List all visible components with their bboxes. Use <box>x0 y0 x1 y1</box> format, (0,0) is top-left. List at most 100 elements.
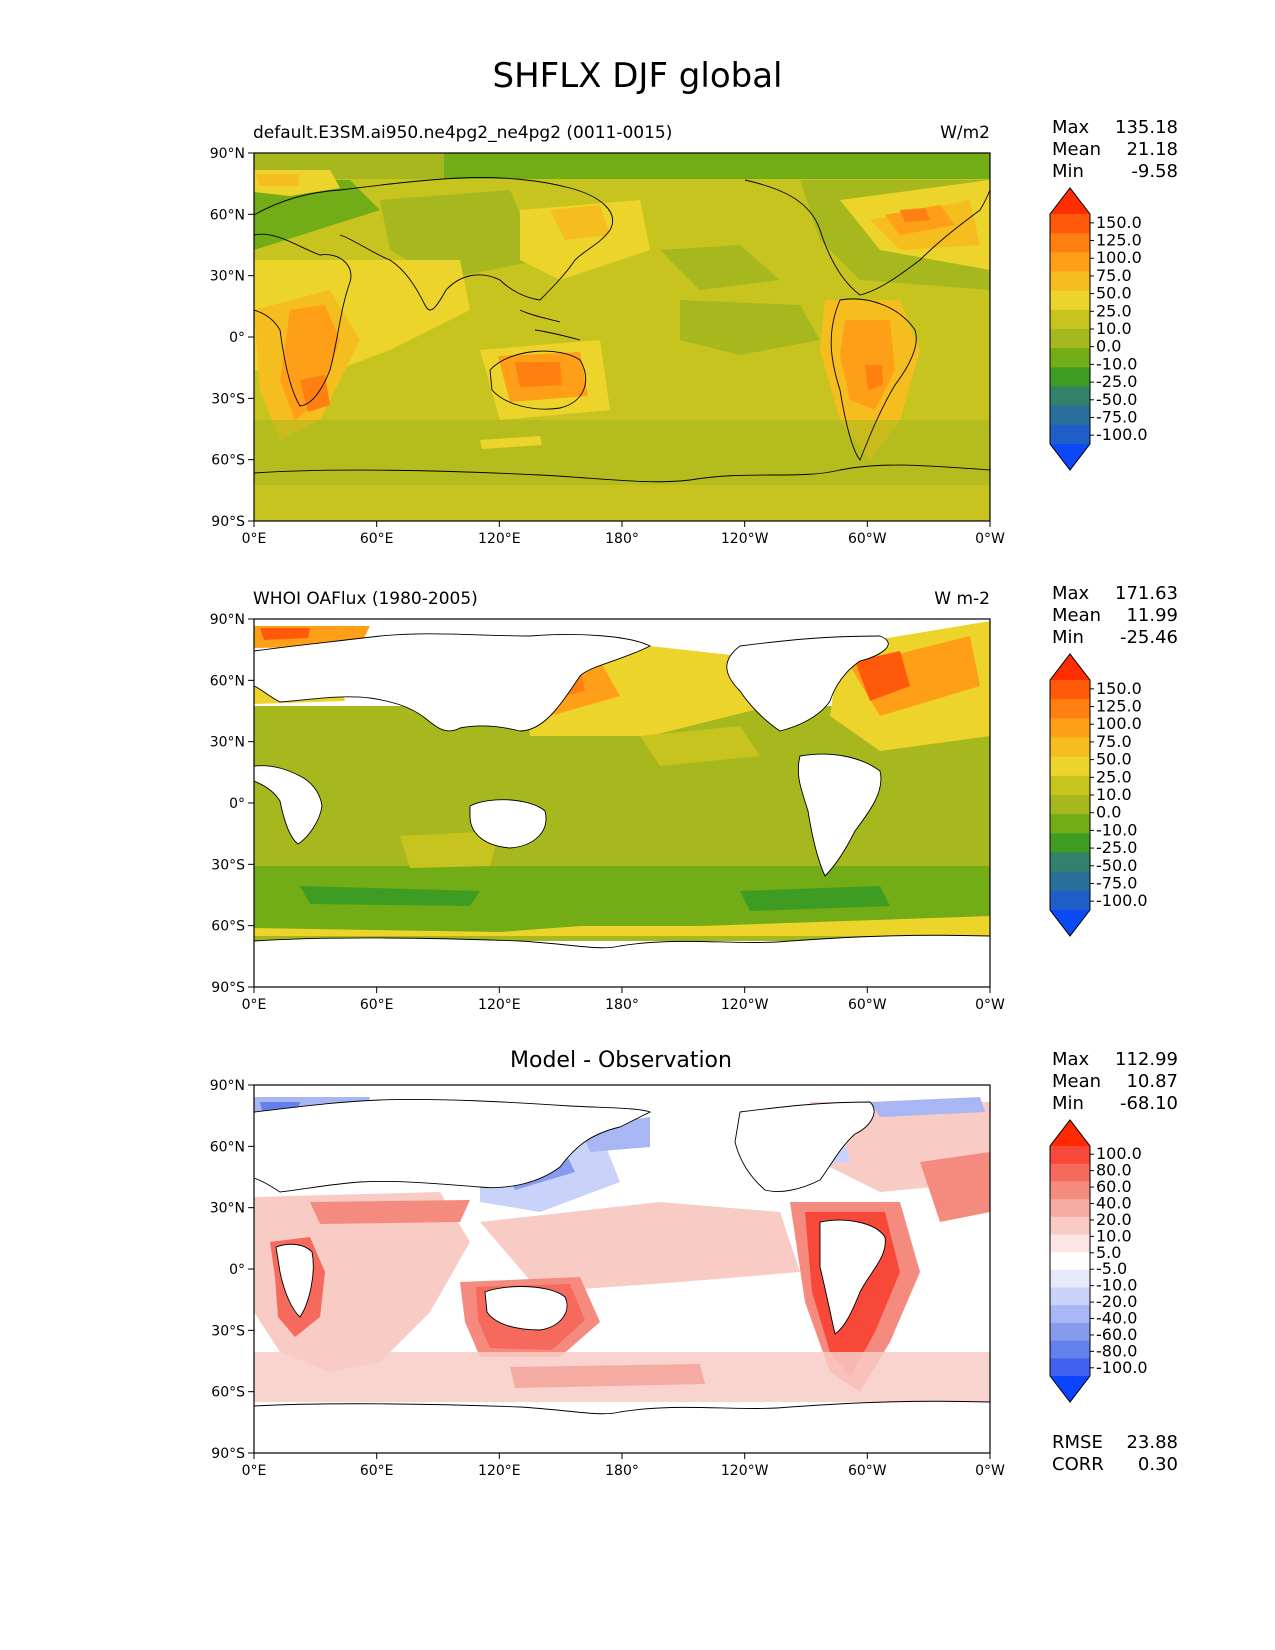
panel-1-coast-maritime-continent <box>519 309 581 341</box>
lon-tick-label: 0°W <box>975 1463 1005 1479</box>
lat-tick-label: 30°S <box>211 857 245 873</box>
panel-1-colorbar-svg: 150.0125.0100.075.050.025.010.00.0-10.0-… <box>1049 187 1148 471</box>
colorbar-segment <box>1050 814 1090 834</box>
lat-tick-label: 60°S <box>211 919 245 935</box>
colorbar-outline <box>1049 653 1091 937</box>
colorbar-segment <box>1050 890 1090 911</box>
colorbar-tick-label: 80.0 <box>1096 1161 1132 1180</box>
panel-1-europe-green <box>254 180 380 250</box>
panel-2-colorbar-svg: 150.0125.0100.075.050.025.010.00.0-10.0-… <box>1049 653 1148 937</box>
panel-1-asia-olive <box>380 190 540 280</box>
panel-1-south-america-core <box>865 365 883 390</box>
panel-2-min-label: Min <box>1052 627 1084 648</box>
colorbar-segment <box>1050 1181 1090 1200</box>
colorbar-segment <box>1050 367 1090 387</box>
panel-2-land-eurasia <box>253 633 652 732</box>
colorbar-segment <box>1050 1163 1090 1182</box>
colorbar-tick-label: 60.0 <box>1096 1177 1132 1196</box>
lon-tick-label: 120°E <box>478 1463 521 1479</box>
colorbar-segment <box>1050 348 1090 368</box>
colorbar-tick-label: 75.0 <box>1096 732 1132 751</box>
colorbar-segment <box>1050 1234 1090 1253</box>
panel-2-axis-ticks: 90°N 60°N 30°N 0° 30°S 60°S 90°S0°E 60°E 120°E 18… <box>210 612 1005 1013</box>
lon-tick-label: 0°W <box>975 997 1005 1013</box>
lat-tick-label: 0° <box>229 330 245 346</box>
lon-tick-label: 60°W <box>848 997 887 1013</box>
colorbar-segment <box>1050 1146 1090 1165</box>
colorbar-tick-label: 100.0 <box>1096 1144 1142 1163</box>
panel-2-min-value: -25.46 <box>1119 627 1178 648</box>
panel-3-land <box>253 1099 991 1454</box>
panel-2-map-svg: 90°N 60°N 30°N 0° 30°S 60°S 90°S0°E 60°E 120°E 18… <box>210 612 1005 1013</box>
lat-tick-label: 30°N <box>210 269 245 285</box>
colorbar-tick-label: -40.0 <box>1096 1309 1137 1328</box>
colorbar-tick-label: 25.0 <box>1096 767 1132 786</box>
lon-tick-label: 120°E <box>478 997 521 1013</box>
lon-tick-label: 60°E <box>360 997 394 1013</box>
colorbar-extend-min <box>1050 910 1090 936</box>
panel-3-min-label: Min <box>1052 1093 1084 1114</box>
panel-1-coast-antarctica <box>253 464 991 483</box>
panel-3-colorbar: 100.080.060.040.020.010.05.0-5.0-10.0-20… <box>1049 1119 1148 1403</box>
panel-1-map-svg: 90°N 60°N 30°N 0° 30°S 60°S 90°S0°E 60°E 120°E 18… <box>210 146 1005 547</box>
panel-1-central-pacific <box>660 245 780 290</box>
panel-3-mean-value: 10.87 <box>1126 1071 1178 1092</box>
panel-1-colorbar: 150.0125.0100.075.050.025.010.00.0-10.0-… <box>1049 187 1148 471</box>
colorbar-tick-label: -75.0 <box>1096 873 1137 892</box>
lon-tick-label: 60°E <box>360 1463 394 1479</box>
colorbar-segment <box>1050 424 1090 445</box>
panel-1-gulf-stream-core <box>900 208 930 222</box>
colorbar-segment <box>1050 290 1090 311</box>
colorbar-tick-label: 0.0 <box>1096 803 1121 822</box>
colorbar-segment <box>1050 386 1090 407</box>
panel-2-land-africa <box>253 765 323 845</box>
panel-3-corr-value: 0.30 <box>1137 1454 1178 1475</box>
colorbar-tick-label: -100.0 <box>1096 1358 1148 1377</box>
colorbar-segment <box>1050 737 1090 758</box>
lat-tick-label: 0° <box>229 1262 245 1278</box>
lat-tick-label: 90°N <box>210 146 245 162</box>
panel-1-coast-north-america <box>744 179 991 296</box>
panel-2-gulf-stream-core <box>855 651 910 701</box>
colorbar-tick-label: 5.0 <box>1096 1243 1121 1262</box>
panel-2-land-south-america <box>797 753 882 877</box>
lon-tick-label: 0°W <box>975 531 1005 547</box>
panel-2-southern-ocean-dark-east <box>740 886 890 911</box>
lon-tick-label: 0°E <box>242 531 267 547</box>
panel-2-indian-ocean-olive <box>400 831 500 868</box>
colorbar-segment <box>1050 775 1090 796</box>
panel-1-max-label: Max <box>1052 117 1090 138</box>
colorbar-tick-label: 40.0 <box>1096 1194 1132 1213</box>
colorbar-tick-label: -5.0 <box>1096 1259 1127 1278</box>
panel-2-mean-label: Mean <box>1052 605 1102 626</box>
panel-2-southern-ocean-green <box>254 866 990 936</box>
colorbar-segment <box>1050 680 1090 700</box>
lat-tick-label: 60°S <box>211 453 245 469</box>
lon-tick-label: 120°E <box>478 531 521 547</box>
panel-1-coast-eurasia <box>253 177 613 311</box>
panel-1-axis-ticks: 90°N 60°N 30°N 0° 30°S 60°S 90°S0°E 60°E 120°E 18… <box>210 146 1005 547</box>
panel-1-units: W/m2 <box>940 123 990 143</box>
lat-tick-label: 90°S <box>211 1446 245 1462</box>
panel-3-greenland-blue <box>870 1097 985 1117</box>
panel-1-mean-label: Mean <box>1052 139 1102 160</box>
colorbar-tick-label: 150.0 <box>1096 679 1142 698</box>
panel-3-corr-label: CORR <box>1052 1454 1104 1475</box>
colorbar-segment <box>1050 833 1090 853</box>
lat-tick-label: 60°N <box>210 673 245 689</box>
panel-1-south-africa-hot <box>280 305 340 420</box>
panel-1-australia-core <box>515 362 562 387</box>
colorbar-segment <box>1050 1287 1090 1306</box>
colorbar-extend-min <box>1050 1376 1090 1402</box>
panel-1-east-pacific-olive <box>680 300 820 355</box>
figure-title: SHFLX DJF global <box>492 56 783 96</box>
panel-1-south-africa-core <box>300 375 330 412</box>
panel-1-kuroshio-yellow <box>520 200 650 280</box>
panel-1-map <box>253 152 991 522</box>
panel-2-max-value: 171.63 <box>1115 583 1178 604</box>
panel-3-map-svg: 90°N 60°N 30°N 0° 30°S 60°S 90°S0°E 60°E 120°E 18… <box>210 1078 1005 1479</box>
colorbar-segment <box>1050 1305 1090 1324</box>
lat-tick-label: 30°S <box>211 1323 245 1339</box>
panel-1-left-title: default.E3SM.ai950.ne4pg2_ne4pg2 (0011-0… <box>253 123 673 143</box>
panel-1-min-label: Min <box>1052 161 1084 182</box>
